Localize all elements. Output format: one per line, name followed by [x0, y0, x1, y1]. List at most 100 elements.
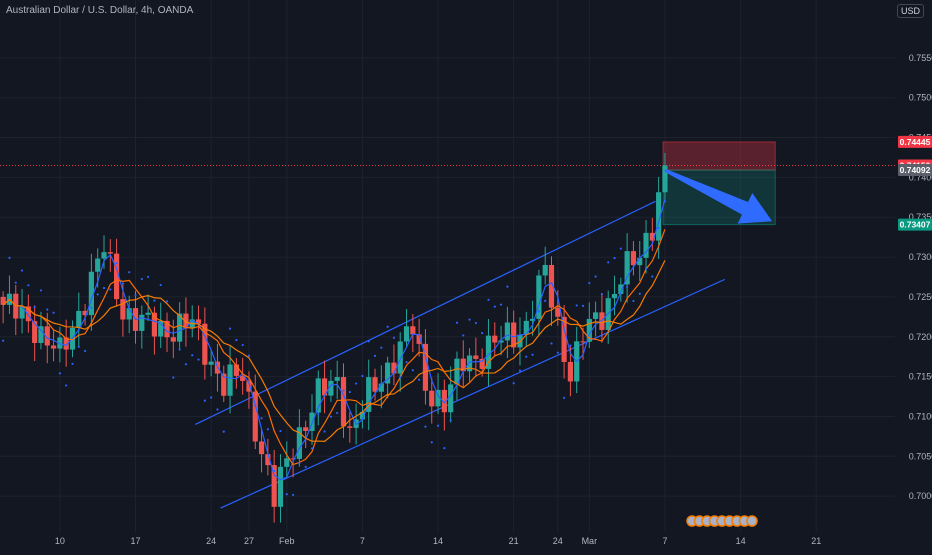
candle	[321, 378, 328, 396]
candle	[460, 358, 466, 372]
psar-dot	[254, 404, 257, 407]
candle	[454, 358, 460, 385]
direction-arrow[interactable]	[664, 168, 773, 224]
psar-dot	[121, 282, 125, 285]
y-tick-label[interactable]: 0.73500	[909, 212, 932, 222]
candle	[416, 334, 422, 344]
x-tick-label[interactable]: 27	[244, 536, 254, 546]
psar-dot	[20, 269, 24, 272]
candle	[158, 320, 164, 337]
psar-dot	[462, 334, 465, 337]
candle	[536, 275, 542, 319]
psar-dot	[90, 306, 93, 309]
candle	[586, 318, 592, 342]
candle	[221, 373, 227, 396]
candle	[403, 326, 410, 342]
psar-dot	[33, 306, 36, 309]
candle	[448, 384, 454, 413]
candle	[277, 466, 284, 507]
psar-dot	[109, 288, 112, 291]
x-tick-label[interactable]: 10	[55, 536, 65, 546]
psar-dot	[373, 354, 377, 357]
channel-line-upper[interactable]	[195, 200, 656, 425]
candle	[498, 340, 504, 343]
psar-dot	[544, 299, 547, 302]
chart-title: Australian Dollar / U.S. Dollar, 4h, OAN…	[6, 5, 194, 16]
psar-dot	[443, 447, 446, 450]
price-label[interactable]: 0.74092	[900, 165, 931, 175]
psar-dot	[159, 283, 162, 287]
y-tick-label[interactable]: 0.75500	[909, 53, 932, 63]
y-tick-label[interactable]: 0.72000	[909, 332, 932, 342]
candle	[397, 341, 403, 374]
candle	[164, 320, 170, 338]
y-tick-label[interactable]: 0.75000	[909, 93, 932, 103]
psar-dot	[613, 257, 616, 260]
candle	[492, 335, 498, 343]
price-axis-background	[895, 0, 932, 550]
psar-dot	[626, 285, 629, 289]
candle	[479, 358, 485, 369]
x-tick-label[interactable]: 21	[811, 536, 821, 546]
y-tick-label[interactable]: 0.73000	[909, 252, 932, 262]
x-tick-label[interactable]: 24	[553, 536, 563, 546]
psar-dot	[77, 345, 80, 348]
candle	[548, 264, 555, 308]
y-tick-label[interactable]: 0.74000	[909, 172, 932, 182]
price-label[interactable]: 0.73407	[900, 220, 931, 230]
candle	[315, 378, 321, 413]
candle	[240, 375, 246, 381]
candle	[435, 389, 441, 407]
psar-dot	[342, 389, 345, 392]
y-tick-label[interactable]: 0.71000	[909, 411, 932, 421]
currency-button[interactable]: USD	[896, 4, 924, 18]
psar-dot	[83, 349, 87, 353]
candle	[441, 389, 447, 413]
x-tick-label[interactable]: 14	[433, 536, 443, 546]
psar-dot	[228, 327, 232, 330]
candle	[567, 361, 574, 382]
psar-dot	[594, 275, 597, 278]
x-tick-label[interactable]: 7	[360, 536, 365, 546]
y-tick-label[interactable]: 0.71500	[909, 372, 932, 382]
x-tick-label[interactable]: 14	[736, 536, 746, 546]
y-tick-label[interactable]: 0.70500	[909, 451, 932, 461]
moving-average-fast	[2, 199, 666, 481]
psar-dot	[575, 304, 578, 307]
x-tick-label[interactable]: Feb	[279, 536, 295, 546]
candle	[334, 377, 340, 381]
candle	[511, 322, 517, 348]
stop-loss-zone[interactable]	[662, 141, 776, 171]
x-tick-label[interactable]: 7	[662, 536, 667, 546]
psar-dot	[279, 429, 282, 433]
candle	[101, 252, 107, 259]
x-tick-label[interactable]: 17	[131, 536, 141, 546]
candle	[233, 364, 239, 376]
psar-dot	[310, 447, 314, 450]
price-label[interactable]: 0.74445	[900, 137, 931, 147]
x-tick-label[interactable]: 21	[509, 536, 519, 546]
psar-dot	[273, 469, 276, 473]
psar-dot	[632, 299, 635, 303]
x-tick-label[interactable]: Mar	[582, 536, 598, 546]
candle	[88, 271, 94, 316]
x-tick-label[interactable]: 24	[206, 536, 216, 546]
psar-dot	[424, 425, 427, 428]
psar-dot	[178, 348, 181, 351]
psar-dot	[367, 340, 370, 343]
channel-line-lower[interactable]	[220, 278, 726, 509]
time-axis-background	[0, 532, 932, 550]
candle	[139, 314, 145, 331]
price-label-tag	[898, 135, 932, 148]
candle	[340, 377, 347, 427]
y-tick-label[interactable]: 0.70000	[909, 491, 932, 501]
psar-dot	[474, 321, 477, 325]
y-tick-label[interactable]: 0.72500	[909, 292, 932, 302]
psar-dot	[247, 354, 251, 357]
event-marker[interactable]	[746, 515, 758, 527]
psar-dot	[607, 261, 610, 264]
candle	[107, 252, 113, 254]
candle	[372, 377, 378, 392]
